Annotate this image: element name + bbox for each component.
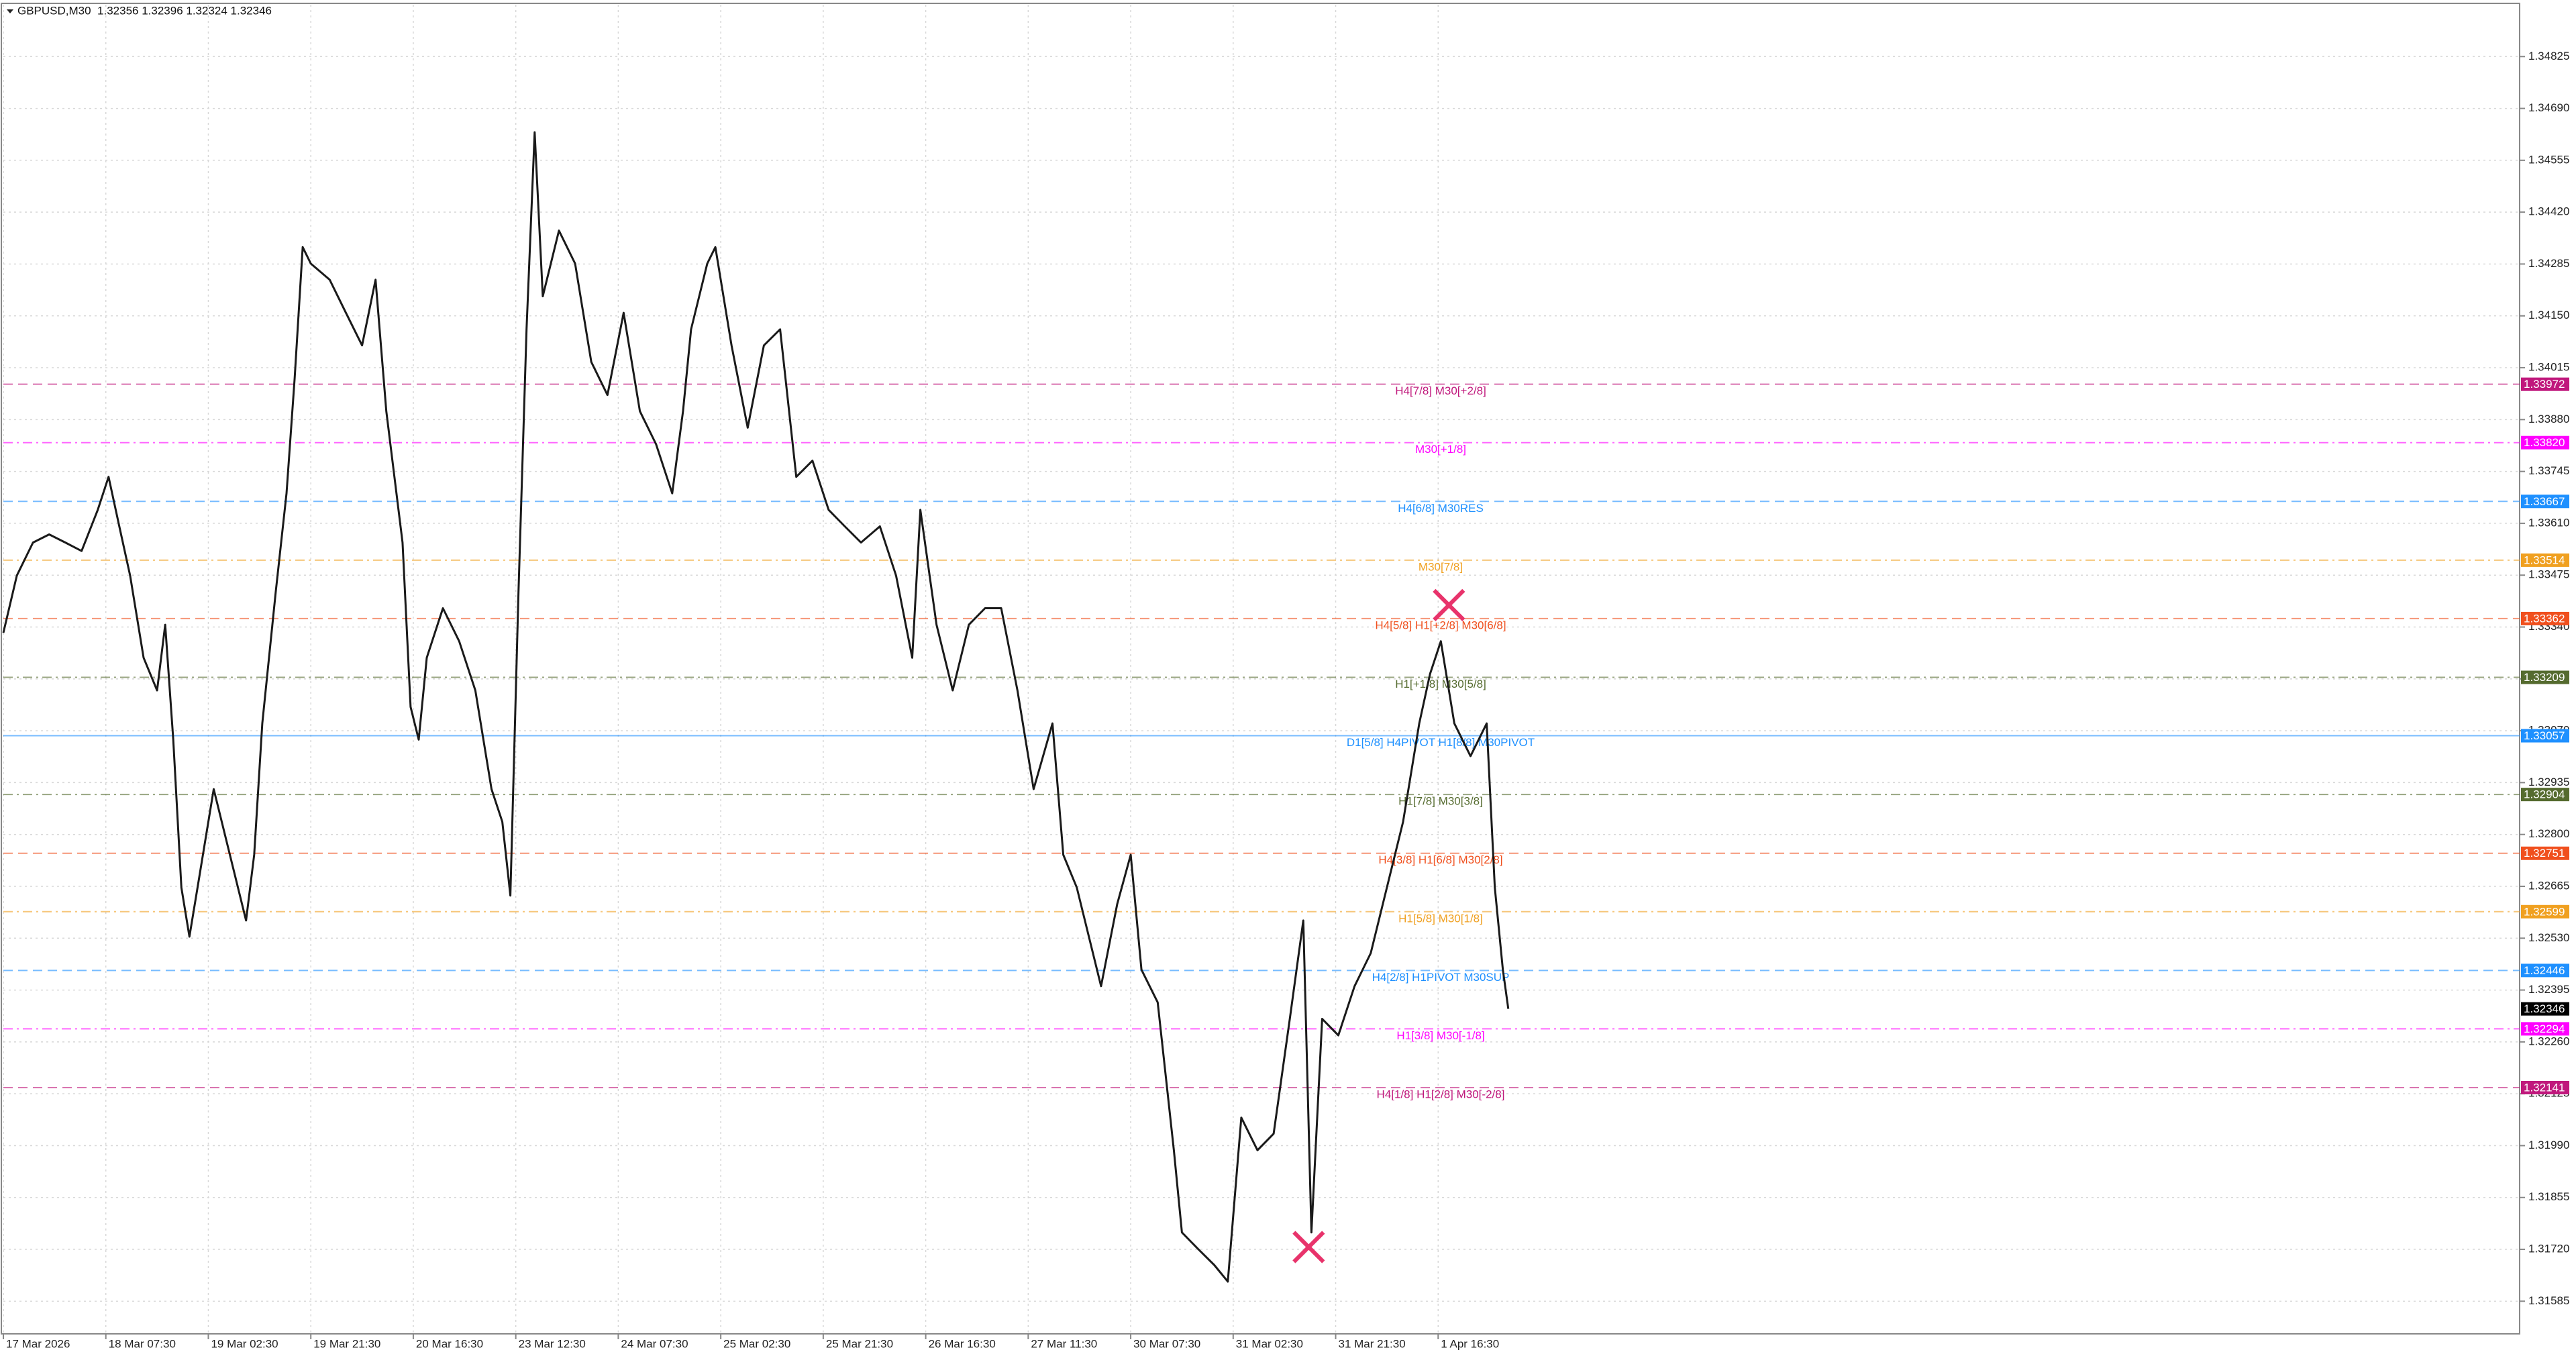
y-tick-label: 1.32530: [2528, 931, 2569, 944]
level-price-tag: [2521, 494, 2569, 509]
level-label: H1[3/8] M30[-1/8]: [1396, 1029, 1484, 1042]
y-tick-label: 1.34150: [2528, 309, 2569, 321]
x-tick-label: 20 Mar 16:30: [416, 1337, 483, 1350]
level-label: H4[7/8] M30[+2/8]: [1395, 384, 1486, 397]
level-label: H4[5/8] H1[+2/8] M30[6/8]: [1375, 619, 1506, 631]
y-tick-label: 1.32800: [2528, 827, 2569, 840]
level-price-tag: [2521, 553, 2569, 567]
x-tick-label: 17 Mar 2026: [6, 1337, 70, 1350]
menu-arrow: [7, 9, 13, 13]
level-label: M30[+1/8]: [1415, 443, 1466, 456]
x-tick-label: 1 Apr 16:30: [1441, 1337, 1499, 1350]
y-tick-label: 1.32935: [2528, 776, 2569, 788]
level-price-label: 1.33667: [2524, 495, 2565, 508]
level-price-tag: [2521, 611, 2569, 625]
level-price-tag: [2521, 435, 2569, 450]
x-tick-label: 19 Mar 21:30: [313, 1337, 380, 1350]
x-tick-label: 25 Mar 21:30: [826, 1337, 893, 1350]
level-price-label: 1.33820: [2524, 436, 2565, 449]
level-label: H1[5/8] M30[1/8]: [1398, 912, 1483, 925]
y-tick-label: 1.33745: [2528, 464, 2569, 477]
y-tick-label: 1.31720: [2528, 1243, 2569, 1255]
x-tick-label: 18 Mar 07:30: [109, 1337, 176, 1350]
y-tick-label: 1.34285: [2528, 257, 2569, 270]
level-price-label: 1.32141: [2524, 1081, 2565, 1094]
level-label: H1[7/8] M30[3/8]: [1398, 795, 1483, 808]
level-price-tag: [2521, 729, 2569, 743]
x-tick-label: 31 Mar 02:30: [1236, 1337, 1303, 1350]
y-tick-label: 1.33475: [2528, 568, 2569, 581]
cross-marker: [1433, 588, 1465, 622]
level-price-label: 1.32751: [2524, 847, 2565, 859]
level-price-label: 1.32294: [2524, 1023, 2565, 1035]
level-label: H4[2/8] H1PIVOT M30SUP: [1372, 971, 1510, 984]
level-price-tag: [2521, 846, 2569, 860]
level-label: M30[7/8]: [1419, 560, 1463, 573]
y-tick-label: 1.31990: [2528, 1139, 2569, 1151]
level-label: H4[1/8] H1[2/8] M30[-2/8]: [1377, 1088, 1505, 1100]
level-price-label: 1.33057: [2524, 729, 2565, 742]
level-label: H4[6/8] M30RES: [1398, 502, 1484, 515]
price-line: [2, 131, 1510, 1283]
y-tick-label: 1.33610: [2528, 516, 2569, 529]
level-label: H1[+1/8] M30[5/8]: [1395, 678, 1486, 690]
y-tick-label: 1.34825: [2528, 50, 2569, 62]
level-price-tag: [2521, 1080, 2569, 1094]
x-tick-label: 25 Mar 02:30: [723, 1337, 790, 1350]
symbol-info: GBPUSD,M30 1.32356 1.32396 1.32324 1.323…: [17, 4, 272, 17]
level-price-label: 1.32446: [2524, 964, 2565, 977]
last-price-label: 1.32346: [2524, 1002, 2565, 1015]
level-price-label: 1.33362: [2524, 612, 2565, 625]
y-tick-label: 1.34015: [2528, 361, 2569, 374]
x-tick-label: 31 Mar 21:30: [1339, 1337, 1406, 1350]
level-price-tag: [2521, 1022, 2569, 1036]
level-price-tag: [2521, 670, 2569, 684]
level-price-label: 1.32599: [2524, 905, 2565, 918]
x-tick-label: 23 Mar 12:30: [519, 1337, 586, 1350]
level-price-label: 1.33209: [2524, 671, 2565, 684]
y-tick-label: 1.32665: [2528, 879, 2569, 892]
level-price-label: 1.33514: [2524, 554, 2565, 566]
level-price-tag: [2521, 788, 2569, 802]
y-tick-label: 1.31585: [2528, 1294, 2569, 1307]
plot-frame: [1, 3, 2520, 1335]
y-tick-label: 1.32395: [2528, 983, 2569, 996]
cross-marker: [1292, 1231, 1325, 1263]
x-tick-label: 26 Mar 16:30: [929, 1337, 996, 1350]
y-tick-label: 1.33880: [2528, 413, 2569, 425]
y-tick-label: 1.31855: [2528, 1190, 2569, 1203]
y-tick-label: 1.34690: [2528, 101, 2569, 114]
level-price-label: 1.32904: [2524, 788, 2565, 801]
level-price-tag: [2521, 904, 2569, 919]
y-tick-label: 1.32260: [2528, 1035, 2569, 1047]
level-price-label: 1.33972: [2524, 378, 2565, 390]
level-price-tag: [2521, 963, 2569, 978]
x-tick-label: 19 Mar 02:30: [211, 1337, 278, 1350]
y-tick-label: 1.34420: [2528, 205, 2569, 218]
x-tick-label: 24 Mar 07:30: [621, 1337, 688, 1350]
last-price-tag: [2521, 1002, 2569, 1016]
y-tick-label: 1.34555: [2528, 153, 2569, 166]
x-tick-label: 27 Mar 11:30: [1031, 1337, 1097, 1350]
level-price-tag: [2521, 377, 2569, 391]
level-label: H4[3/8] H1[6/8] M30[2/8]: [1378, 853, 1502, 866]
level-label: D1[5/8] H4PIVOT H1[8/8] M30PIVOT: [1347, 736, 1535, 749]
x-tick-label: 30 Mar 07:30: [1133, 1337, 1200, 1350]
